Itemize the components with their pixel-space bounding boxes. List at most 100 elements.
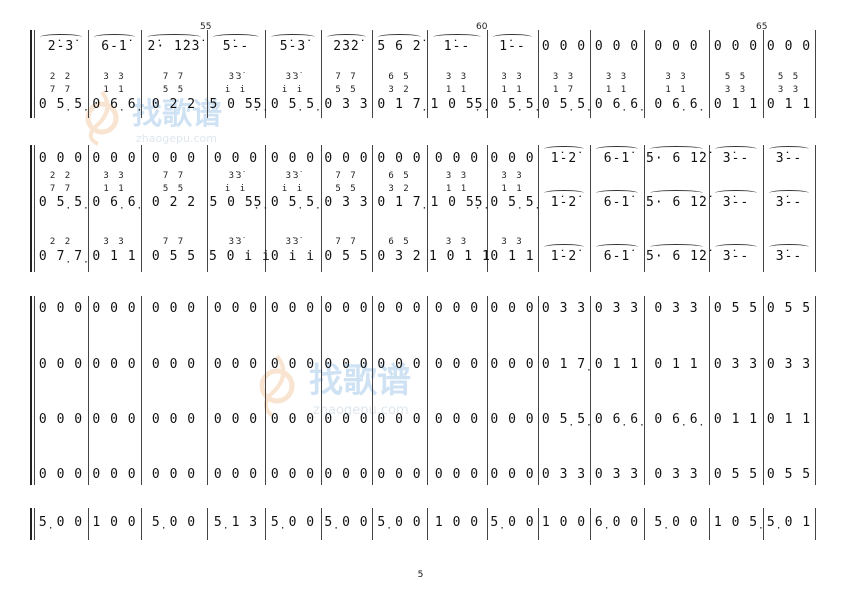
- harmony-notes: 7 7: [162, 171, 186, 181]
- measure-notes: 0 3 3: [766, 357, 812, 372]
- measure-notes: 5̇-3̇: [279, 39, 307, 54]
- measure-notes: 0 0 0: [434, 151, 480, 166]
- harmony-notes: i i: [224, 184, 248, 194]
- harmony-notes: 6 5: [388, 171, 411, 181]
- barline: [321, 508, 322, 540]
- measure-notes: 0 3 3: [713, 357, 759, 372]
- harmony-notes: 1 1: [605, 85, 629, 95]
- measure-notes: 0 0 0: [324, 151, 369, 166]
- measure-notes: 0 0 0: [213, 151, 259, 166]
- measure-notes: 1̇--: [443, 39, 471, 54]
- barline: [372, 30, 373, 118]
- page-number: 5: [417, 570, 424, 580]
- measure-notes: 0 0 0: [270, 412, 316, 427]
- measure-notes: 0 1 1: [713, 97, 759, 112]
- measure-notes: 6-1̇: [101, 39, 128, 54]
- harmony-notes: 7 7: [335, 72, 358, 82]
- measure-notes: 0 3 3: [594, 467, 640, 482]
- barline: [34, 296, 35, 485]
- slur-mark: [327, 34, 366, 40]
- measure-notes: 0 1 1: [594, 357, 640, 372]
- barline: [207, 145, 208, 272]
- harmony-notes: 3 3: [777, 85, 801, 95]
- measure-notes: 0 0 0: [490, 467, 535, 482]
- measure-notes: 0 0 0: [151, 412, 197, 427]
- measure-notes: 0 0 0: [213, 357, 259, 372]
- slur-mark: [650, 244, 703, 250]
- harmony-notes: 3 3: [501, 72, 524, 82]
- measure-notes: 0 3 2: [377, 249, 422, 264]
- measure-notes: 6-1̇: [603, 195, 631, 210]
- measure-notes: 1̇-2̇: [550, 195, 578, 210]
- slur-mark: [544, 146, 584, 152]
- measure-notes: 0 5 5: [324, 249, 369, 264]
- harmony-notes: 1 1: [665, 85, 688, 95]
- measure-notes: 1 0 5̣5̣: [430, 195, 484, 210]
- measure-notes: 2̇· 1̇2̇3̇: [147, 39, 201, 54]
- harmony-notes: 7 7: [162, 72, 186, 82]
- harmony-notes: 7 7: [49, 85, 73, 95]
- harmony-notes: 7 7: [49, 184, 73, 194]
- system-bracket: [30, 30, 36, 118]
- measure-notes: 0 1 1: [766, 97, 812, 112]
- barline: [88, 145, 89, 272]
- measure-notes: 0 2 2: [151, 195, 197, 210]
- measure-notes: 5̣ 0 0: [377, 515, 422, 530]
- barline: [763, 30, 764, 118]
- slur-mark: [544, 244, 584, 250]
- measure-notes: 1 0 5̣5̣: [430, 97, 484, 112]
- measure-notes: 0 1 1: [654, 357, 699, 372]
- slur-mark: [493, 34, 532, 40]
- measure-notes: 0 1 7̣: [377, 195, 422, 210]
- harmony-notes: 3 3: [103, 171, 126, 181]
- slur-mark: [596, 146, 638, 152]
- barline: [34, 30, 35, 118]
- barline: [427, 508, 428, 540]
- measure-notes: 0 0 0: [490, 301, 535, 316]
- barline: [141, 508, 142, 540]
- system-bracket: [30, 296, 36, 485]
- measure-notes: 0 0 0: [213, 301, 259, 316]
- measure-notes: 0 1 1: [92, 249, 137, 264]
- slur-mark: [271, 34, 315, 40]
- harmony-notes: 3 3: [724, 85, 748, 95]
- measure-notes: 0 6̣ 6̣: [594, 412, 640, 427]
- measure-notes: 0 0 0: [270, 151, 316, 166]
- harmony-notes: 5 5: [335, 184, 358, 194]
- measure-notes: 0 3 3: [324, 97, 369, 112]
- barline: [815, 30, 816, 118]
- measure-notes: 3̇--: [775, 195, 803, 210]
- measure-notes: 0 7̣ 7̣: [38, 249, 84, 264]
- measure-notes: 0 0 0: [92, 467, 137, 482]
- slur-mark: [715, 190, 757, 196]
- barline: [265, 296, 266, 485]
- measure-notes: 0 0 0: [213, 412, 259, 427]
- barline: [590, 145, 591, 272]
- measure-notes: 5̣ 0 0: [490, 515, 535, 530]
- measure-notes: 0 1 1: [766, 412, 812, 427]
- measure-notes: 0 3 3: [541, 467, 587, 482]
- measure-notes: 2̇-3̇: [47, 39, 75, 54]
- measure-notes: 0 0 0: [594, 39, 640, 54]
- barline: [427, 30, 428, 118]
- slur-mark: [715, 146, 757, 152]
- measure-notes: 0 0 0: [490, 357, 535, 372]
- barline: [644, 30, 645, 118]
- measure-notes: 0 5̣ 5̣: [270, 195, 316, 210]
- barline: [538, 508, 539, 540]
- barline: [644, 508, 645, 540]
- harmony-notes: 2 2: [49, 72, 73, 82]
- measure-notes: 0 0 0: [434, 301, 480, 316]
- measure-notes: 0 0 0: [377, 357, 422, 372]
- harmony-notes: 3̇3̇: [228, 237, 244, 247]
- harmony-notes: 5 5: [162, 85, 186, 95]
- measure-number-55: 55: [200, 22, 212, 32]
- measure-notes: 5· 6 1̇2̇: [646, 151, 708, 166]
- measure-notes: 0 0 0: [324, 357, 369, 372]
- measure-notes: 5· 6 1̇2̇: [646, 249, 708, 264]
- measure-notes: 5· 6 1̇2̇: [646, 195, 708, 210]
- barline: [427, 145, 428, 272]
- measure-notes: 5̣ 0 0: [270, 515, 316, 530]
- measure-notes: 3̇--: [775, 249, 803, 264]
- measure-notes: 0 3 3: [541, 301, 587, 316]
